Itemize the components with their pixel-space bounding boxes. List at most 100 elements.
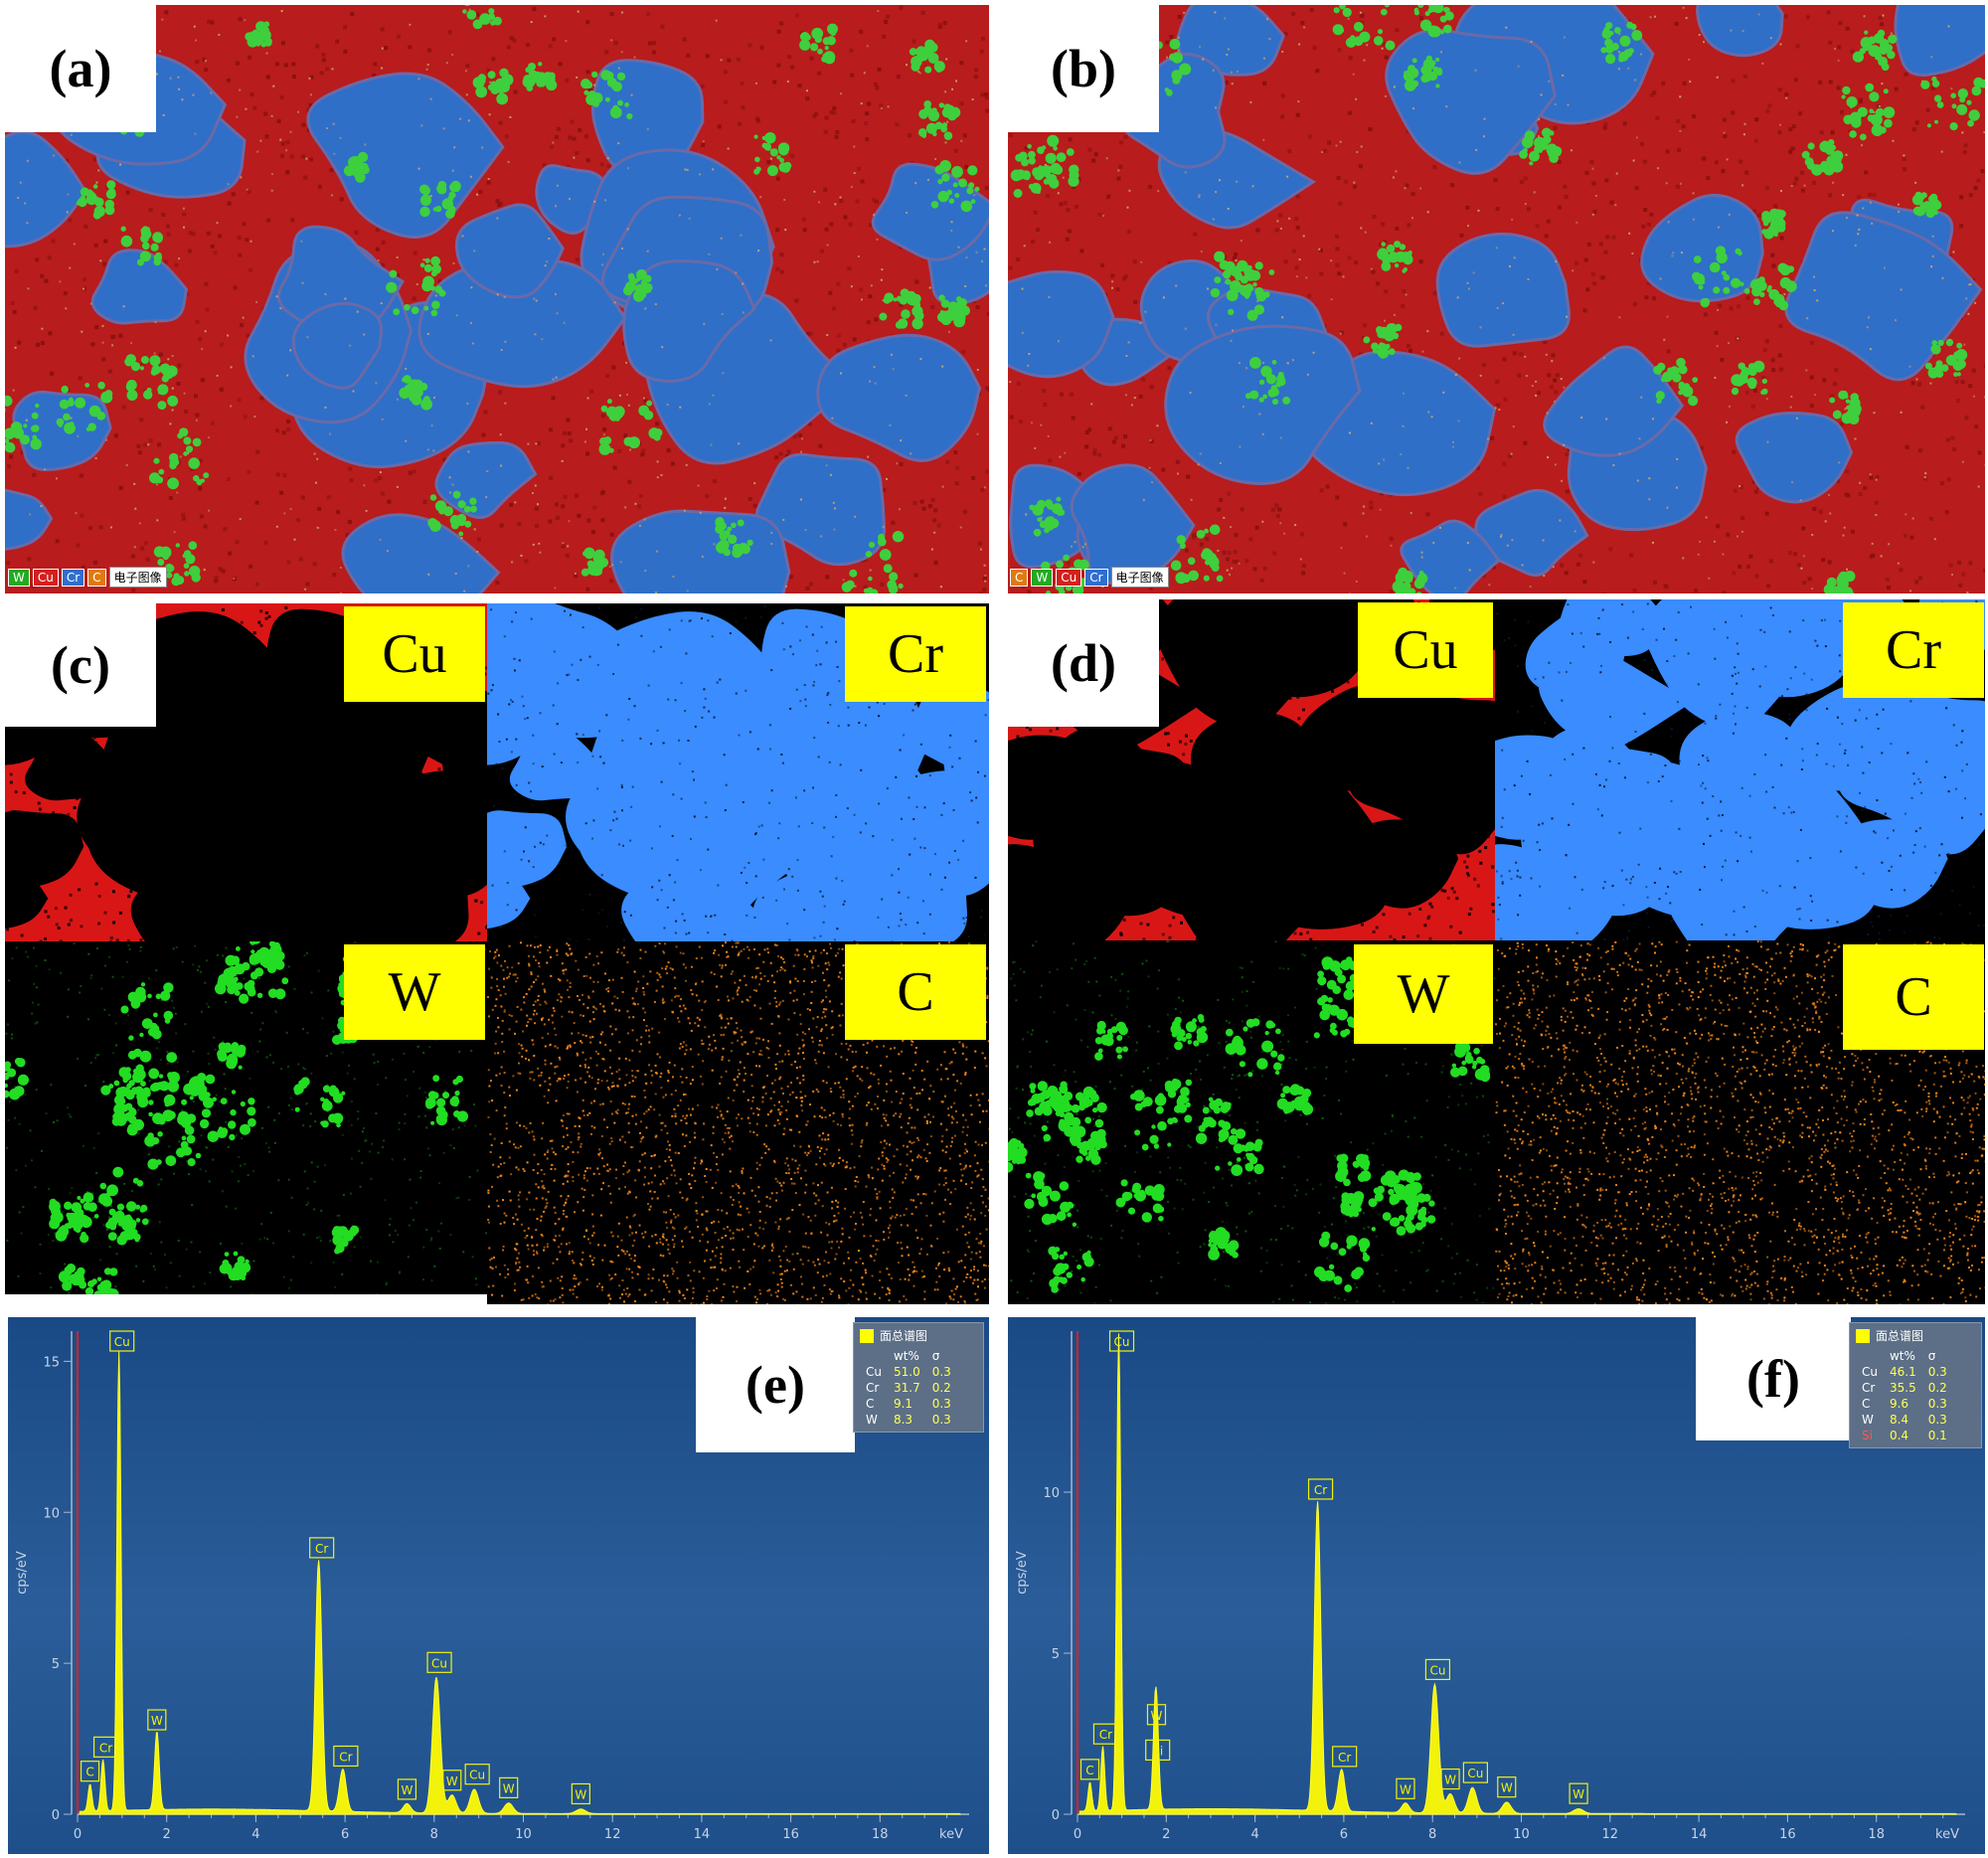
peak-label-cu: Cu [464, 1764, 490, 1785]
x-tick-label: 8 [430, 1827, 438, 1842]
peak-label-cu: Cu [1108, 1330, 1135, 1352]
peak-label-w: W [442, 1770, 462, 1791]
peak-label-cr: Cr [1092, 1723, 1119, 1745]
legend-a-w: W [8, 568, 30, 587]
peak-label-cu: Cu [1462, 1762, 1488, 1783]
map-c-cr-image [487, 603, 989, 941]
peak-label-cr: Cr [92, 1736, 119, 1758]
map-tag-c-w: W [344, 944, 485, 1040]
quant-cell-element: Cu [1862, 1365, 1878, 1379]
quant-row: Cr 35.5 0.2 [1856, 1380, 1953, 1396]
map-tag-c-cr: Cr [845, 606, 986, 702]
quant-header: wt% [893, 1349, 919, 1363]
map-d-w [1008, 940, 1495, 1304]
panel-label-c: (c) [5, 603, 156, 727]
peak-label-cu: Cu [109, 1330, 135, 1352]
peak-label-cu: Cu [1424, 1658, 1451, 1680]
map-tag-c-cu: Cu [344, 606, 485, 702]
legend-b-cr: Cr [1084, 568, 1108, 587]
quant-cell-sigma: 0.3 [931, 1413, 951, 1427]
peak-label-w: W [1497, 1776, 1517, 1798]
legend-a-cu: Cu [32, 568, 59, 587]
quant-header [1856, 1348, 1884, 1364]
quant-header: wt% [1889, 1349, 1915, 1363]
quant-cell-sigma: 0.3 [1927, 1397, 1947, 1411]
panel-label-b: (b) [1008, 5, 1159, 132]
x-tick-label: 18 [1868, 1827, 1885, 1842]
quant-header: σ [931, 1349, 940, 1363]
map-d-w-image [1008, 940, 1495, 1304]
x-tick-label: 14 [694, 1827, 711, 1842]
quant-row: C 9.1 0.3 [860, 1396, 957, 1412]
quant-cell-element: Si [1862, 1429, 1873, 1442]
quant-row: C 9.6 0.3 [1856, 1396, 1953, 1412]
y-tick-label: 0 [1052, 1808, 1060, 1823]
x-tick-label: 10 [1513, 1827, 1530, 1842]
x-tick-label: 6 [1340, 1827, 1348, 1842]
x-tick-label: 16 [1779, 1827, 1796, 1842]
x-axis-label: keV [939, 1827, 963, 1842]
layered-map-a [5, 5, 989, 593]
x-tick-label: 10 [515, 1827, 532, 1842]
spectrum-curve [79, 1351, 962, 1815]
quant-cell-wt: 46.1 [1889, 1365, 1916, 1379]
layered-map-b [1008, 5, 1985, 593]
peak-label-cu: Cu [426, 1651, 452, 1673]
spectrum-e-plot: 0 2 4 6 8 10 12 14 16 18 keV051015cps/eVCCrCuWCrCr… [15, 1330, 969, 1842]
layered-map-a-image [5, 5, 989, 593]
quant-row: Si 0.4 0.1 [1856, 1428, 1953, 1443]
peak-label-cr: Cr [333, 1745, 359, 1768]
legend-a-electron-image: 电子图像 [108, 567, 167, 588]
quant-cell-wt: 8.4 [1889, 1413, 1909, 1427]
panel-label-d: (d) [1008, 599, 1159, 727]
x-tick-label: 14 [1691, 1827, 1708, 1842]
panel-label-f: (f) [1696, 1317, 1851, 1440]
map-c-cr [487, 603, 989, 941]
quant-table-title-text: 面总谱图 [880, 1329, 928, 1343]
panel-label-e: (e) [696, 1317, 855, 1452]
quant-table-f: 面总谱图 wt% σ Cu 46.1 0.3 Cr 35.5 0.2 C 9.6 0.3 W 8.4 0.3… [1849, 1322, 1982, 1448]
x-tick-label: 18 [872, 1827, 889, 1842]
map-tag-c-c: C [845, 944, 986, 1040]
layered-map-b-image [1008, 5, 1985, 593]
quant-cell-wt: 9.1 [893, 1397, 913, 1411]
y-tick-label: 0 [52, 1808, 60, 1823]
quant-table-title: 面总谱图 [1850, 1323, 1981, 1348]
y-tick-label: 10 [43, 1506, 60, 1521]
peak-label-si: Si [1145, 1739, 1171, 1761]
peak-label-w: W [1396, 1777, 1415, 1799]
x-axis-label: keV [1935, 1827, 1959, 1842]
quant-cell-element: W [866, 1413, 878, 1427]
quant-cell-wt: 8.3 [893, 1413, 913, 1427]
peak-label-w: W [571, 1782, 590, 1805]
quant-cell-wt: 35.5 [1889, 1381, 1916, 1395]
peak-label-cr: Cr [1307, 1478, 1334, 1500]
quant-row: Cu 51.0 0.3 [860, 1364, 957, 1380]
peak-label-w: W [1440, 1768, 1460, 1790]
quant-cell-wt: 0.4 [1889, 1429, 1909, 1442]
legend-a: W Cu Cr C 电子图像 [8, 567, 167, 588]
quant-table-title-text: 面总谱图 [1876, 1329, 1924, 1343]
quant-row: Cr 31.7 0.2 [860, 1380, 957, 1396]
peak-label-w: W [499, 1776, 519, 1798]
quant-cell-sigma: 0.1 [1927, 1429, 1947, 1442]
x-tick-label: 0 [1074, 1827, 1081, 1842]
legend-b: C W Cu Cr 电子图像 [1010, 567, 1169, 588]
spectrum-f-plot: 0 2 4 6 8 10 12 14 16 18 keV0510cps/eVCCrCuSiWCrCr… [1015, 1330, 1965, 1842]
spectrum-color-swatch [860, 1328, 874, 1343]
map-tag-d-c: C [1843, 944, 1984, 1050]
quant-cell-element: W [1862, 1413, 1874, 1427]
legend-b-cu: Cu [1056, 568, 1082, 587]
map-tag-d-w: W [1354, 944, 1493, 1044]
x-tick-label: 8 [1428, 1827, 1436, 1842]
quant-cell-sigma: 0.2 [931, 1381, 951, 1395]
peak-label-cr: Cr [309, 1537, 335, 1559]
quant-row: W 8.4 0.3 [1856, 1412, 1953, 1428]
x-tick-label: 12 [1602, 1827, 1619, 1842]
quant-cell-wt: 51.0 [893, 1365, 920, 1379]
spectrum-curve [1078, 1333, 1958, 1815]
quant-cell-element: Cr [866, 1381, 880, 1395]
legend-a-c: C [87, 568, 106, 587]
quant-header: σ [1927, 1349, 1936, 1363]
y-tick-label: 5 [1052, 1647, 1060, 1662]
